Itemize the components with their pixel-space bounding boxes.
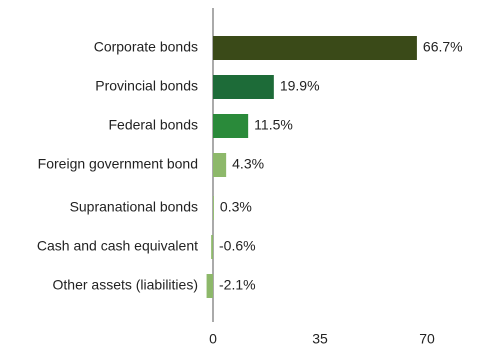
value-label: 11.5% bbox=[254, 117, 293, 133]
bar bbox=[206, 274, 213, 298]
category-label: Foreign government bond bbox=[38, 156, 198, 172]
category-label: Other assets (liabilities) bbox=[53, 277, 199, 293]
value-label: 19.9% bbox=[280, 78, 320, 94]
bar bbox=[213, 75, 274, 99]
x-tick-label: 35 bbox=[312, 331, 328, 347]
category-label: Provincial bonds bbox=[95, 78, 198, 94]
bar bbox=[213, 114, 249, 138]
x-tick-label: 0 bbox=[209, 331, 217, 347]
value-label: -2.1% bbox=[219, 277, 256, 293]
category-label: Supranational bonds bbox=[70, 199, 198, 215]
bar bbox=[211, 235, 213, 259]
bar bbox=[213, 36, 417, 60]
category-label: Federal bonds bbox=[108, 117, 198, 133]
value-label: 66.7% bbox=[423, 39, 463, 55]
bar bbox=[213, 196, 214, 220]
bar bbox=[213, 153, 227, 177]
x-tick-label: 70 bbox=[419, 331, 435, 347]
value-label: -0.6% bbox=[219, 238, 256, 254]
value-label: 4.3% bbox=[232, 156, 264, 172]
value-label: 0.3% bbox=[220, 199, 252, 215]
category-label: Corporate bonds bbox=[94, 39, 198, 55]
category-label: Cash and cash equivalent bbox=[37, 238, 198, 254]
